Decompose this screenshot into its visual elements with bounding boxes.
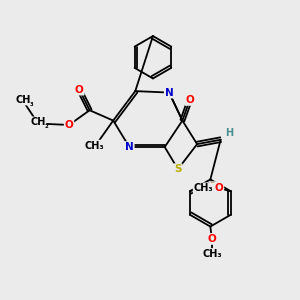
Text: CH: CH <box>30 117 46 127</box>
Text: O: O <box>65 120 74 130</box>
Text: ₃: ₃ <box>30 99 33 108</box>
Text: N: N <box>165 88 173 98</box>
Text: CH₃: CH₃ <box>84 141 104 151</box>
Text: H: H <box>225 128 234 138</box>
Text: O: O <box>185 95 194 105</box>
Text: S: S <box>174 164 182 174</box>
Text: CH₃: CH₃ <box>194 183 213 193</box>
Text: CH: CH <box>16 95 31 105</box>
Text: Br: Br <box>210 182 223 192</box>
Text: O: O <box>208 234 216 244</box>
Text: O: O <box>214 183 224 193</box>
Text: O: O <box>75 85 84 94</box>
Text: CH₃: CH₃ <box>202 249 222 259</box>
Text: N: N <box>125 142 134 152</box>
Text: ₂: ₂ <box>44 122 48 130</box>
